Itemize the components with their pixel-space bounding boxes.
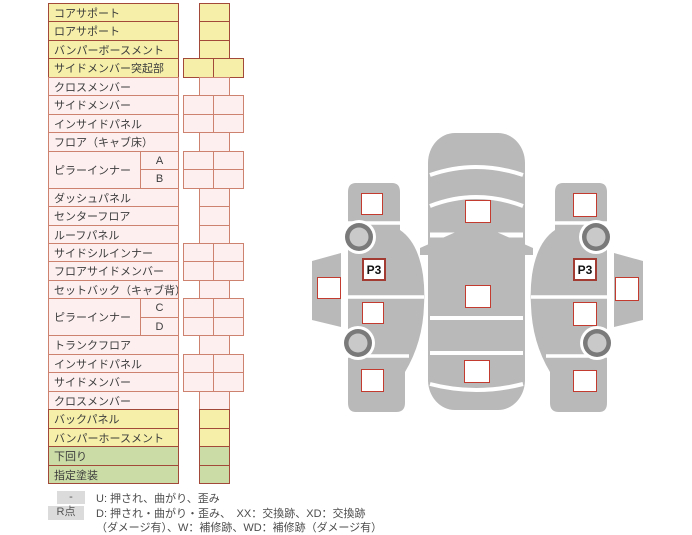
grade-cell[interactable] xyxy=(199,280,230,299)
grade-cell[interactable] xyxy=(183,95,214,115)
grade-cell[interactable] xyxy=(199,40,230,59)
front-wheel-icon xyxy=(579,220,613,254)
grade-cell[interactable] xyxy=(213,243,244,262)
row-label: クロスメンバー xyxy=(48,391,179,410)
row-label: バンパーホースメント xyxy=(48,428,179,447)
grade-cell[interactable] xyxy=(199,21,230,41)
p3-marker-right-side[interactable]: P3 xyxy=(573,258,597,281)
grade-cell[interactable] xyxy=(199,409,230,429)
row-label: コアサポート xyxy=(48,3,179,22)
grade-cell[interactable] xyxy=(183,372,214,392)
grade-cell[interactable] xyxy=(213,151,244,170)
row-label: 下回り xyxy=(48,446,179,466)
row-label: サイドメンバー突起部 xyxy=(48,58,179,78)
legend-text-r-cont: （ダメージ有）、W：補修跡、WD：補修跡（ダメージ有） xyxy=(96,522,383,534)
row-label: ロアサポート xyxy=(48,21,179,41)
row-label: サイドメンバー xyxy=(48,95,179,115)
grade-cell[interactable] xyxy=(213,372,244,392)
legend-badge-r: R点 xyxy=(48,506,84,520)
grade-cell[interactable] xyxy=(213,261,244,281)
p3-marker-left-side[interactable]: P3 xyxy=(362,258,386,281)
row-label: 指定塗装 xyxy=(48,465,179,484)
row-label: インサイドパネル xyxy=(48,354,179,373)
checkpoint-box-rs-mid[interactable] xyxy=(573,302,597,326)
checkpoint-box-ls-front[interactable] xyxy=(361,193,383,215)
grade-cell[interactable] xyxy=(183,114,214,133)
grade-cell[interactable] xyxy=(213,169,244,189)
checkpoint-box-top-center[interactable] xyxy=(465,285,491,308)
row-label: トランクフロア xyxy=(48,335,179,355)
checkpoint-box-ls-mid[interactable] xyxy=(362,302,384,324)
grade-cell[interactable] xyxy=(213,354,244,373)
row-label: インサイドパネル xyxy=(48,114,179,133)
row-label: クロスメンバー xyxy=(48,77,179,96)
row-label: ダッシュパネル xyxy=(48,188,179,207)
checkpoint-box-ls-rocker[interactable] xyxy=(317,277,341,299)
grade-cell[interactable] xyxy=(183,169,214,189)
grade-cell[interactable] xyxy=(213,317,244,336)
grade-cell[interactable] xyxy=(183,58,214,78)
legend-badge-u: - xyxy=(57,491,85,504)
grade-cell[interactable] xyxy=(199,465,230,484)
rear-wheel-icon xyxy=(580,326,614,360)
row-label: バックパネル xyxy=(48,409,179,429)
row-label: ルーフパネル xyxy=(48,225,179,244)
checkpoint-box-rs-rear[interactable] xyxy=(573,370,597,392)
checkpoint-box-top-front[interactable] xyxy=(465,200,491,223)
row-sublabel: D xyxy=(140,317,179,336)
checkpoint-box-rs-rocker[interactable] xyxy=(615,277,639,301)
checkpoint-box-ls-rear[interactable] xyxy=(361,369,384,392)
grade-cell[interactable] xyxy=(199,77,230,96)
checkpoint-box-top-rear[interactable] xyxy=(464,360,490,383)
damage-table: コアサポート ロアサポート バンパーボースメント サイドメンバー突起部 クロスメンバーサ… xyxy=(48,3,248,484)
grade-cell[interactable] xyxy=(199,3,230,22)
grade-cell[interactable] xyxy=(199,335,230,355)
row-label: セットバック（キャブ背） xyxy=(48,280,179,299)
row-label: ピラーインナー xyxy=(48,298,141,336)
row-label: センターフロア xyxy=(48,206,179,226)
grade-cell[interactable] xyxy=(199,446,230,466)
row-sublabel: B xyxy=(140,169,179,189)
checkpoint-box-rs-front[interactable] xyxy=(573,193,597,217)
row-sublabel: C xyxy=(140,298,179,318)
front-wheel-icon xyxy=(342,220,376,254)
grade-cell[interactable] xyxy=(199,225,230,244)
grade-cell[interactable] xyxy=(199,132,230,152)
row-sublabel: A xyxy=(140,151,179,170)
grade-cell[interactable] xyxy=(199,188,230,207)
grade-cell[interactable] xyxy=(213,298,244,318)
row-label: フロア（キャブ床） xyxy=(48,132,179,152)
grade-cell[interactable] xyxy=(213,114,244,133)
grade-cell[interactable] xyxy=(199,428,230,447)
row-label: サイドメンバー xyxy=(48,372,179,392)
row-label: ピラーインナー xyxy=(48,151,141,189)
grade-cell[interactable] xyxy=(183,298,214,318)
legend-text-u: U: 押され、曲がり、歪み xyxy=(96,493,220,505)
grade-cell[interactable] xyxy=(183,354,214,373)
grade-cell[interactable] xyxy=(213,95,244,115)
row-label: サイドシルインナー xyxy=(48,243,179,262)
legend-text-r: D: 押され・曲がり・歪み、 XX：交換跡、XD：交換跡 xyxy=(96,508,366,520)
grade-cell[interactable] xyxy=(183,151,214,170)
grade-cell[interactable] xyxy=(199,206,230,226)
row-label: フロアサイドメンバー xyxy=(48,261,179,281)
grade-cell[interactable] xyxy=(183,317,214,336)
grade-cell[interactable] xyxy=(183,243,214,262)
grade-cell[interactable] xyxy=(199,391,230,410)
grade-cell[interactable] xyxy=(183,261,214,281)
row-label: バンパーボースメント xyxy=(48,40,179,59)
grade-cell[interactable] xyxy=(213,58,244,78)
rear-wheel-icon xyxy=(341,326,375,360)
